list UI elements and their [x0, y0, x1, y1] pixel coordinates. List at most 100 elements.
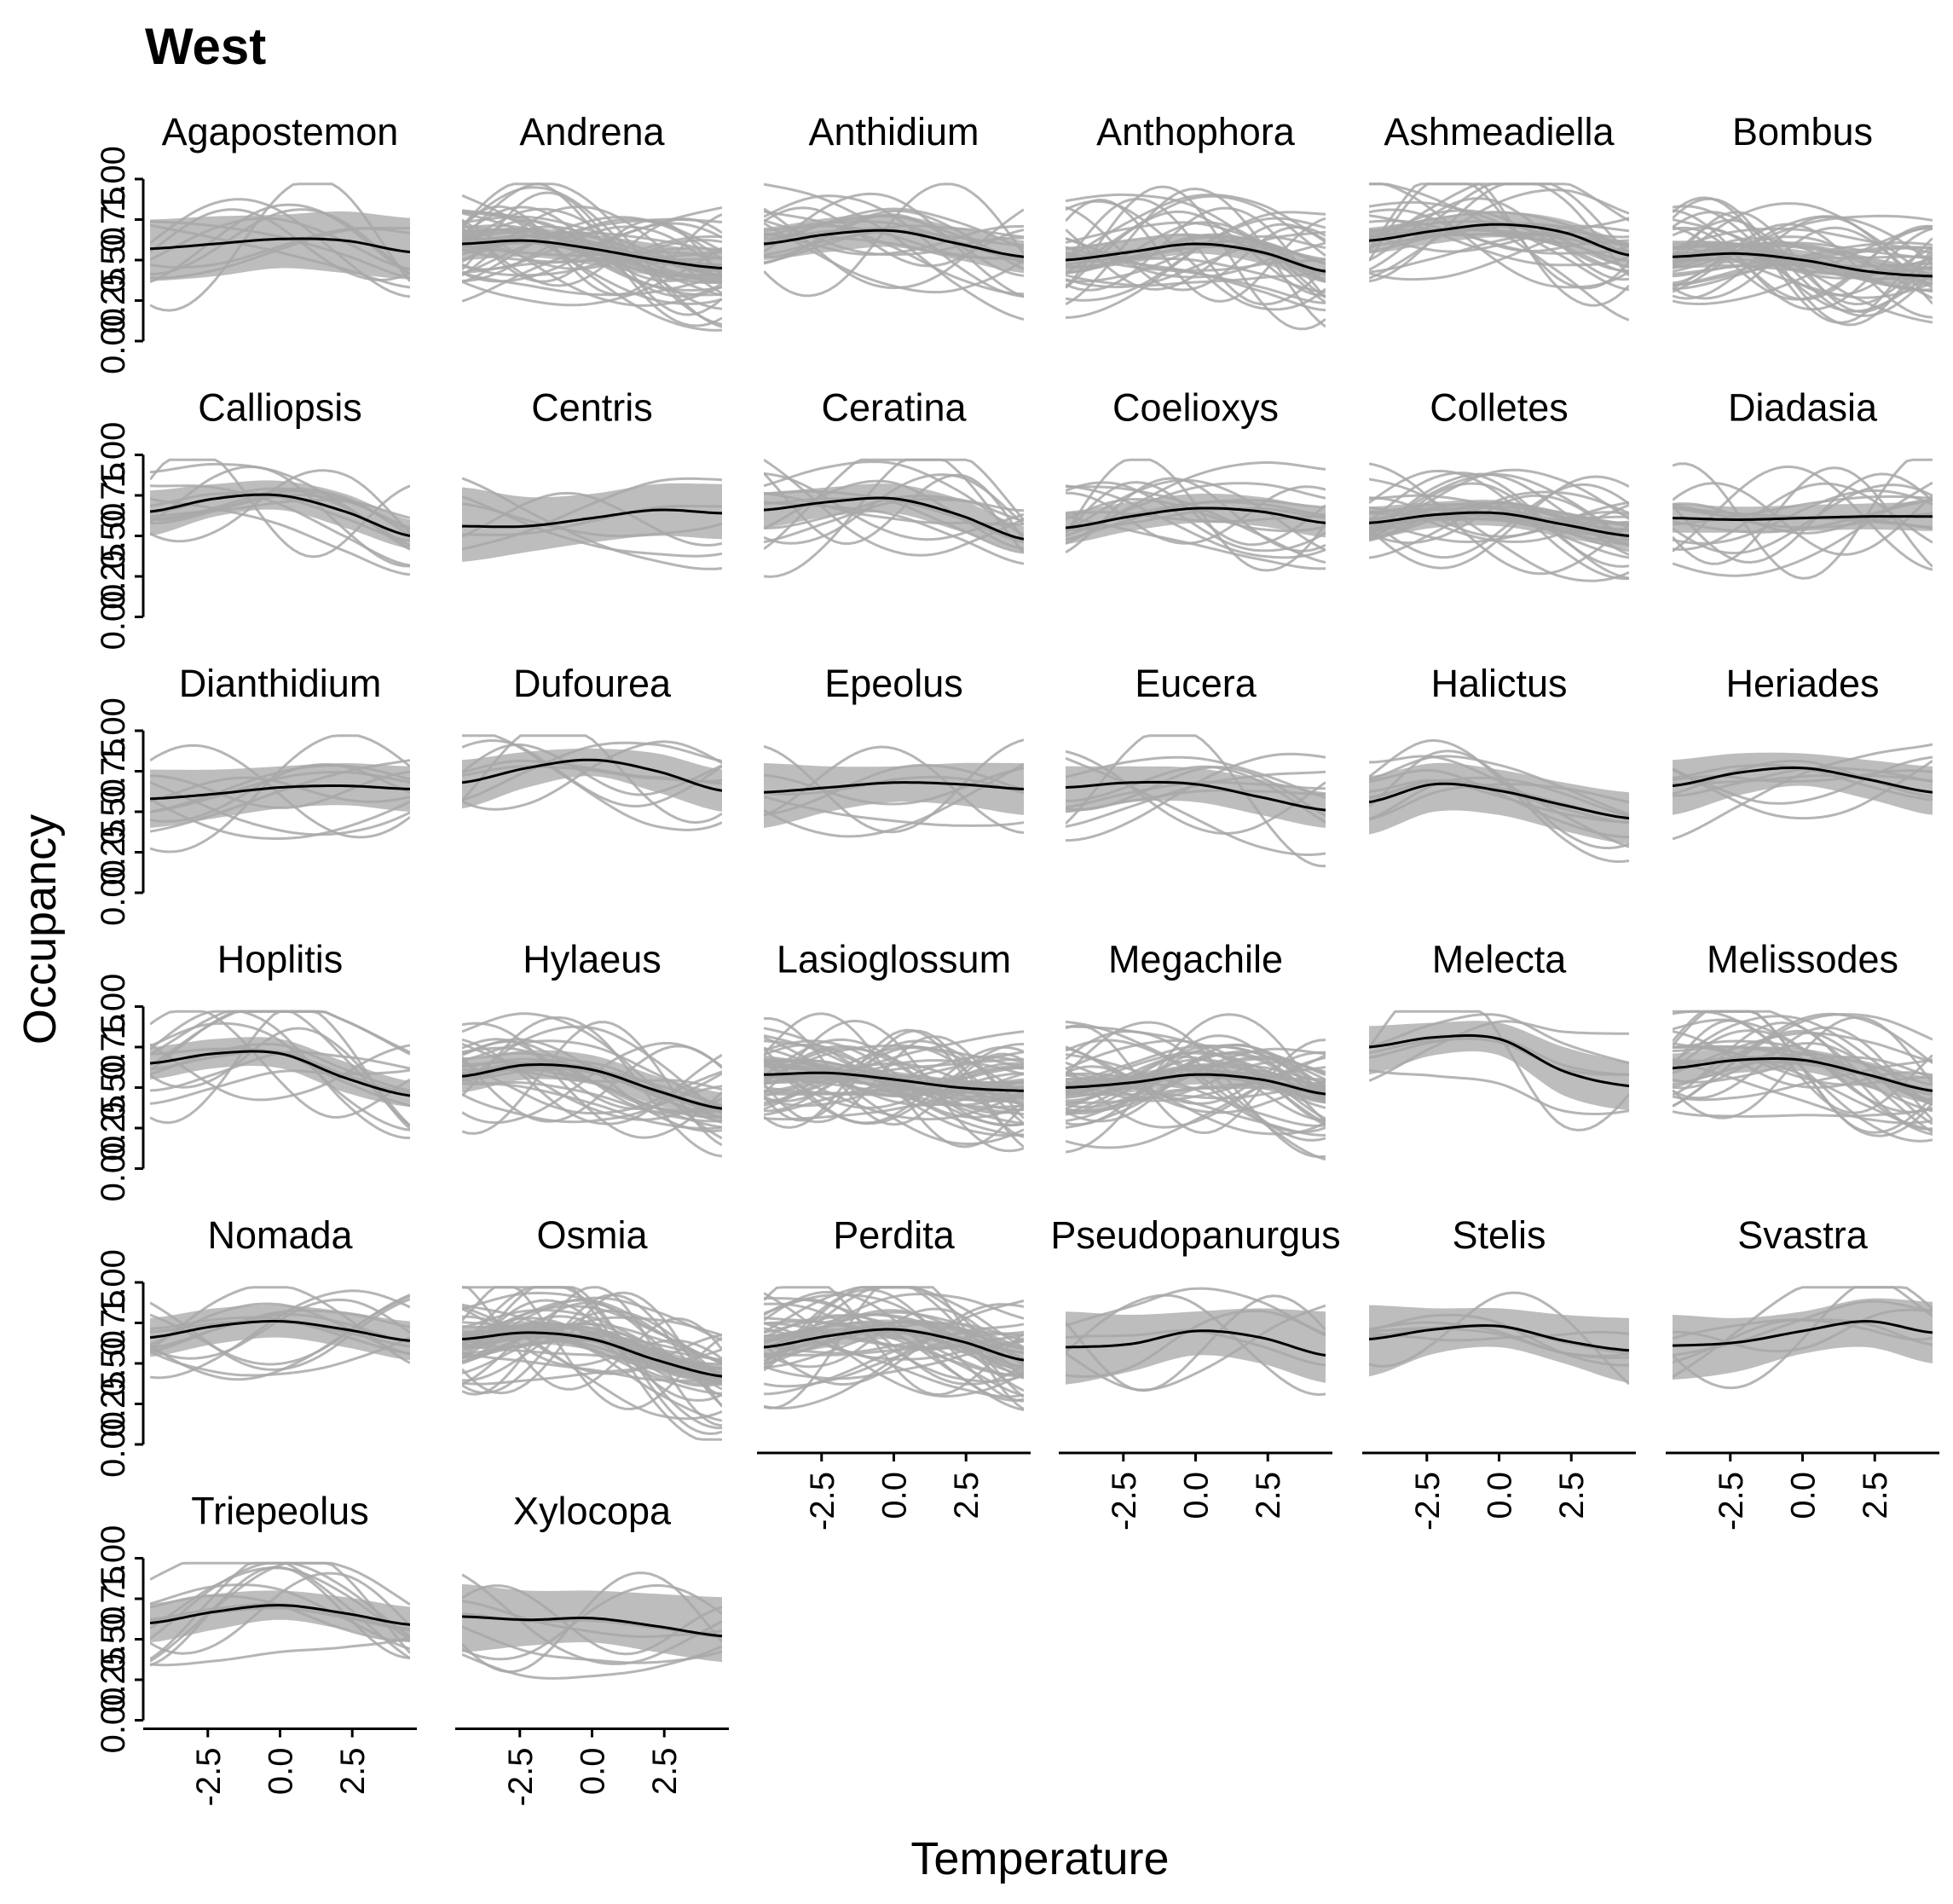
facet-plot	[1673, 743, 1933, 841]
site-curve	[764, 1043, 1024, 1119]
site-curve	[1673, 483, 1933, 555]
facet-label: Heriades	[1725, 662, 1879, 705]
facet-bombus: Bombus	[1673, 110, 1933, 327]
site-curve	[764, 1337, 1024, 1380]
site-curve	[1066, 205, 1326, 292]
y-tick-label: 1.00	[95, 146, 132, 212]
site-curve	[1369, 217, 1629, 281]
site-curve	[150, 227, 410, 280]
facet-osmia: Osmia	[462, 1213, 722, 1441]
facet-eucera: Eucera	[1066, 662, 1326, 868]
site-curve	[1066, 481, 1326, 553]
credible-band	[462, 1583, 722, 1663]
site-curve	[1066, 1044, 1326, 1116]
site-curve	[1066, 789, 1326, 813]
site-curve	[1369, 501, 1629, 527]
site-curve	[1369, 182, 1629, 289]
site-curve	[1369, 477, 1629, 582]
site-curve	[1369, 182, 1629, 290]
facet-label: Halictus	[1430, 662, 1567, 705]
facet-label: Megachile	[1108, 938, 1283, 981]
site-curve	[462, 477, 722, 551]
site-curve	[764, 1045, 1024, 1107]
mean-curve	[1673, 515, 1933, 521]
site-curve	[150, 764, 410, 813]
site-curve	[462, 1322, 722, 1376]
site-curve	[462, 205, 722, 297]
mean-curve	[462, 758, 722, 792]
x-tick-label: 2.5	[334, 1748, 372, 1796]
site-curve	[1066, 268, 1326, 287]
site-curve	[462, 1645, 722, 1680]
site-curve	[1369, 738, 1629, 864]
facet-pseudopanurgus: Pseudopanurgus -2.5 0.0 2.5	[1050, 1213, 1340, 1531]
mean-curve	[1369, 1324, 1629, 1352]
site-curve	[1066, 1047, 1326, 1129]
site-curve	[1673, 1026, 1933, 1121]
site-curve	[764, 1045, 1024, 1114]
site-curve	[150, 1636, 410, 1667]
facet-perdita: Perdita -2.5 0.0 2.5	[757, 1213, 1031, 1531]
site-curve	[1066, 245, 1326, 266]
site-curve	[1369, 755, 1629, 848]
facet-plot	[150, 1010, 410, 1140]
site-curve	[1673, 1052, 1933, 1086]
site-curve	[462, 1573, 722, 1665]
mean-curve	[764, 781, 1024, 794]
site-curve	[462, 734, 722, 825]
facet-plot	[1369, 462, 1629, 582]
site-curve	[764, 1012, 1024, 1149]
facet-label: Hoplitis	[217, 938, 344, 981]
site-curve	[764, 214, 1024, 264]
mean-curve	[1369, 1033, 1629, 1088]
site-curve	[764, 497, 1024, 544]
y-tick-label: 1.00	[95, 1249, 132, 1316]
facet-plot	[764, 738, 1024, 838]
site-curve	[150, 1336, 410, 1377]
site-curve	[1369, 1327, 1629, 1359]
credible-band	[1066, 1308, 1326, 1385]
site-curve	[462, 224, 722, 285]
site-curve	[1673, 1012, 1933, 1108]
facet-plot	[1673, 196, 1933, 327]
site-curve	[150, 217, 410, 270]
site-curve	[764, 775, 1024, 796]
site-curve	[150, 1571, 410, 1655]
site-curve	[1673, 755, 1933, 805]
site-curve	[1066, 484, 1326, 559]
site-curve	[462, 1322, 722, 1385]
site-curve	[462, 741, 722, 802]
site-curve	[764, 1330, 1024, 1355]
site-curve	[150, 1021, 410, 1131]
site-curve	[1673, 224, 1933, 301]
site-curve	[1369, 483, 1629, 559]
site-curve	[1673, 1308, 1933, 1353]
facet-label: Triepeolus	[191, 1490, 368, 1533]
facet-label: Stelis	[1452, 1213, 1546, 1257]
site-curve	[150, 797, 410, 840]
facet-plot	[1066, 734, 1326, 868]
y-tick-label: 0.75	[95, 1565, 132, 1632]
facet-plot	[1369, 1010, 1629, 1131]
facet-plot	[1066, 1013, 1326, 1161]
site-curve	[1066, 198, 1326, 303]
facet-svastra: Svastra -2.5 0.0 2.5	[1666, 1213, 1939, 1531]
site-curve	[1066, 194, 1326, 275]
site-curve	[1673, 211, 1933, 317]
facet-plot	[462, 734, 722, 831]
y-tick-label: 1.00	[95, 1525, 132, 1592]
facet-label: Lasioglossum	[777, 938, 1011, 981]
site-curve	[1369, 219, 1629, 255]
site-curve	[764, 1288, 1024, 1403]
site-curve	[1673, 760, 1933, 820]
site-curve	[462, 1583, 722, 1661]
mean-curve	[1369, 223, 1629, 257]
site-curve	[462, 1012, 722, 1140]
site-curve	[462, 1286, 722, 1441]
facet-plot	[764, 182, 1024, 321]
mean-curve	[1066, 1329, 1326, 1357]
facet-label: Agapostemon	[162, 110, 399, 153]
mean-curve	[462, 239, 722, 269]
site-curve	[1066, 1058, 1326, 1114]
site-curve	[462, 1080, 722, 1123]
